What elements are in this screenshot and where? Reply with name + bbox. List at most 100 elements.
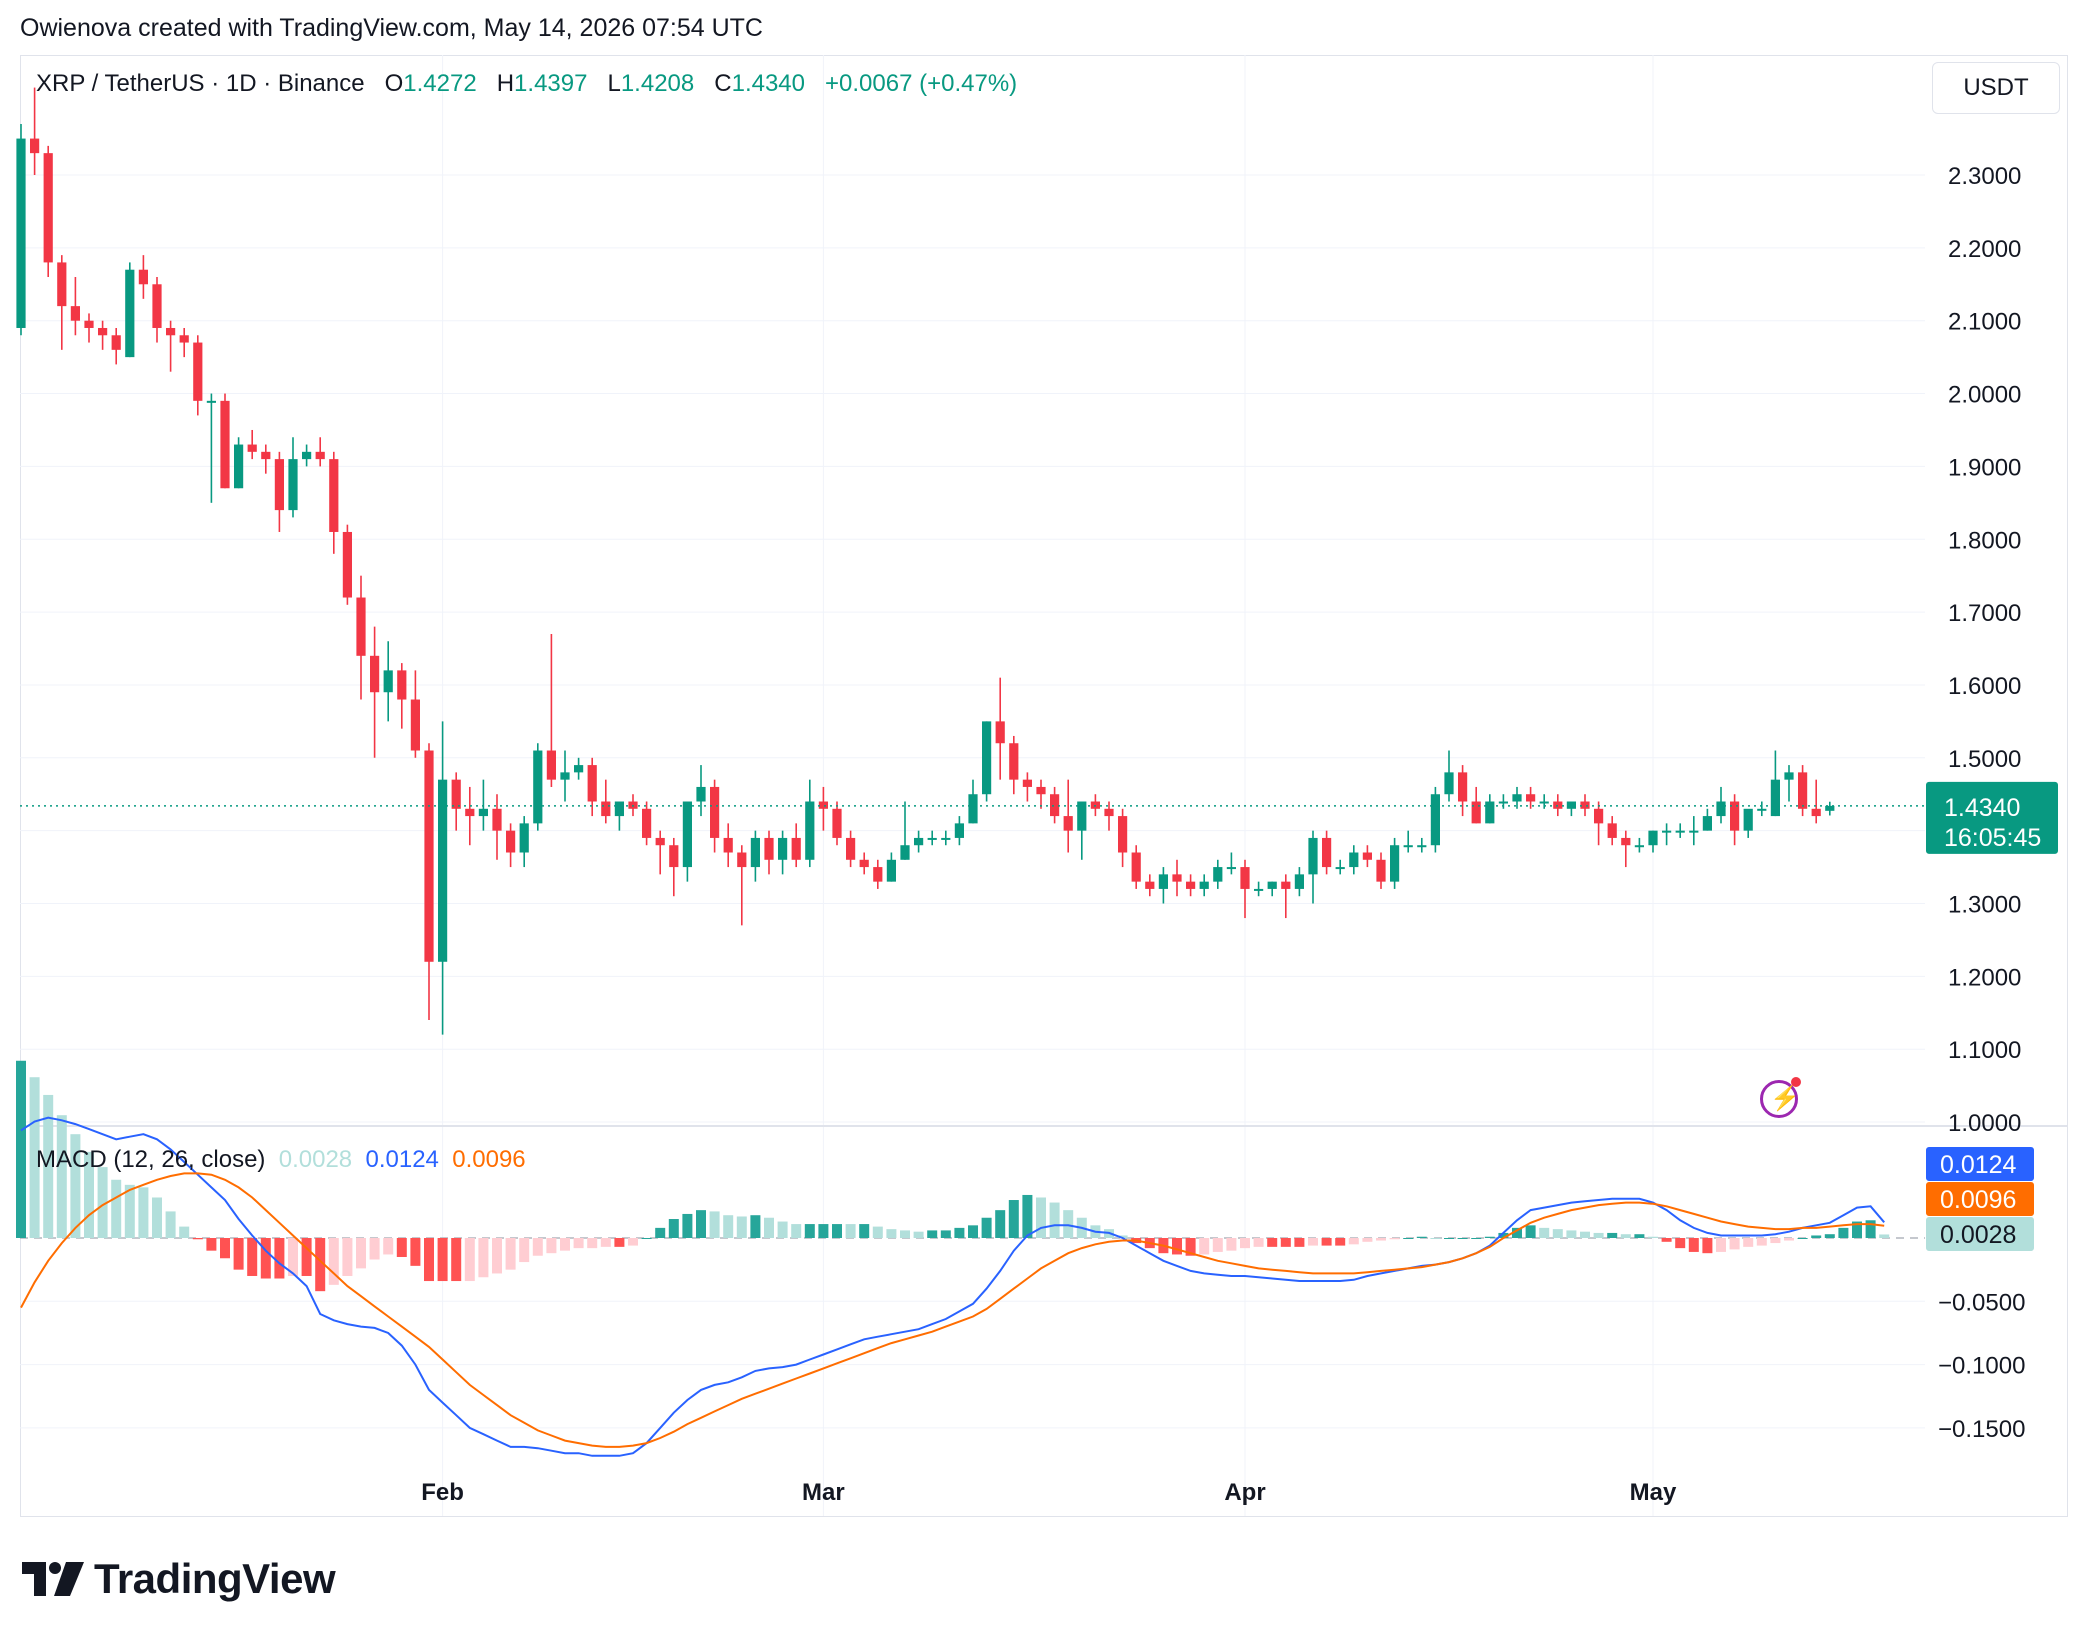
candle-body [1798,772,1808,809]
candle-body [1240,867,1250,889]
macd-histogram-bar [900,1230,910,1238]
candle-body [492,808,502,831]
candle-body [1022,779,1032,787]
macd-histogram-bar [560,1238,570,1251]
macd-title: MACD (12, 26, close) [36,1146,266,1173]
macd-histogram-bar [1634,1234,1645,1238]
candle-body [995,721,1005,744]
macd-histogram-bar [1580,1231,1590,1238]
macd-histogram-bar [1661,1238,1672,1242]
candle-body [886,859,896,882]
candle-body [1594,808,1604,824]
candle-body [57,262,67,307]
candle-body [1417,845,1427,848]
candle-body [805,801,815,860]
macd-histogram-bar [70,1134,81,1238]
candle-body [1362,852,1372,860]
macd-histogram-bar [1022,1194,1033,1238]
macd-histogram-bar [1675,1238,1686,1249]
macd-histogram-bar [1185,1238,1196,1256]
candle-body [1580,801,1590,809]
macd-histogram-bar [505,1238,516,1270]
macd-histogram-bar [56,1115,67,1238]
macd-histogram-bar [396,1238,407,1257]
macd-histogram-bar [532,1238,543,1256]
macd-histogram-bar [1498,1232,1509,1238]
macd-histogram-bar [288,1238,298,1276]
candle-body [1118,816,1128,853]
macd-histogram-bar [464,1238,475,1282]
macd-histogram-bar [832,1224,842,1238]
macd-histogram-bar [1648,1236,1658,1238]
macd-tick-label: −0.1500 [1938,1416,2025,1443]
candle-body [927,837,937,840]
macd-histogram-bar [587,1238,598,1249]
macd-histogram-bar [29,1077,40,1238]
macd-histogram-bar [927,1230,938,1238]
candle-body [1730,801,1740,831]
chart-frame [20,55,2068,1517]
macd-value-badge [1926,1147,2034,1181]
candle-body [900,845,910,860]
low-value: 1.4208 [620,70,695,97]
candle-body [410,699,420,751]
attribution-text: Owienova created with TradingView.com, M… [20,14,763,42]
macd-histogram [16,1060,1890,1292]
macd-histogram-bar [859,1224,870,1238]
candle-body [1322,837,1332,868]
macd-histogram-bar [1376,1238,1386,1241]
histogram-value-label: 0.0028 [1940,1221,2016,1249]
macd-histogram-bar [1226,1238,1237,1251]
macd-histogram-bar [192,1238,203,1240]
flash-icon[interactable]: ⚡ [1760,1077,1801,1118]
candle-body [1825,805,1835,811]
candle-body [764,837,774,860]
macd-histogram-bar [1430,1238,1441,1239]
candle-body [370,655,380,693]
candle-body [70,306,80,321]
macd-histogram-bar [696,1210,706,1238]
countdown-label: 16:05:45 [1944,824,2041,852]
macd-histogram-bar [668,1219,679,1238]
macd-histogram-bar [1512,1227,1522,1238]
candle-body [941,837,951,840]
macd-histogram-bar [682,1213,693,1238]
macd-histogram-bar [940,1230,951,1238]
candle-body [138,269,148,285]
macd-histogram-bar [43,1094,54,1238]
price-tick-label: 1.5000 [1948,746,2021,773]
macd-histogram-bar [1199,1238,1210,1255]
candle-body [832,808,842,838]
currency-button[interactable]: USDT [1932,62,2060,114]
macd-histogram-bar [1797,1238,1808,1239]
candle-body [655,837,665,846]
notification-dot [1791,1077,1801,1087]
candle-body [1444,772,1454,795]
tradingview-logo[interactable]: TradingView [22,1555,336,1603]
macd-histogram-bar [1484,1236,1495,1238]
macd-histogram-bar [1117,1235,1128,1238]
macd-histogram-bar [709,1211,720,1238]
candle-body [1403,845,1413,848]
macd-histogram-bar [913,1231,924,1238]
candle-body [1430,794,1440,846]
candle-body [16,138,26,328]
candle-body [1634,845,1644,848]
macd-histogram-bar [328,1238,339,1285]
candle-body [533,750,543,824]
candle-body [982,721,992,795]
candle-body [125,269,135,358]
macd-tick-label: −0.0500 [1938,1289,2025,1316]
candle-body [1743,808,1753,831]
candle-body [111,335,121,350]
macd-histogram-bar [451,1238,462,1282]
macd-histogram-bar [1294,1238,1305,1247]
macd-histogram-bar [1280,1238,1291,1247]
macd-histogram-bar [1267,1238,1278,1247]
candle-body [750,837,760,868]
candle-body [152,284,162,328]
macd-histogram-bar [1321,1238,1332,1246]
macd-legend: MACD (12, 26, close) 0.0028 0.0124 0.009… [36,1146,526,1174]
